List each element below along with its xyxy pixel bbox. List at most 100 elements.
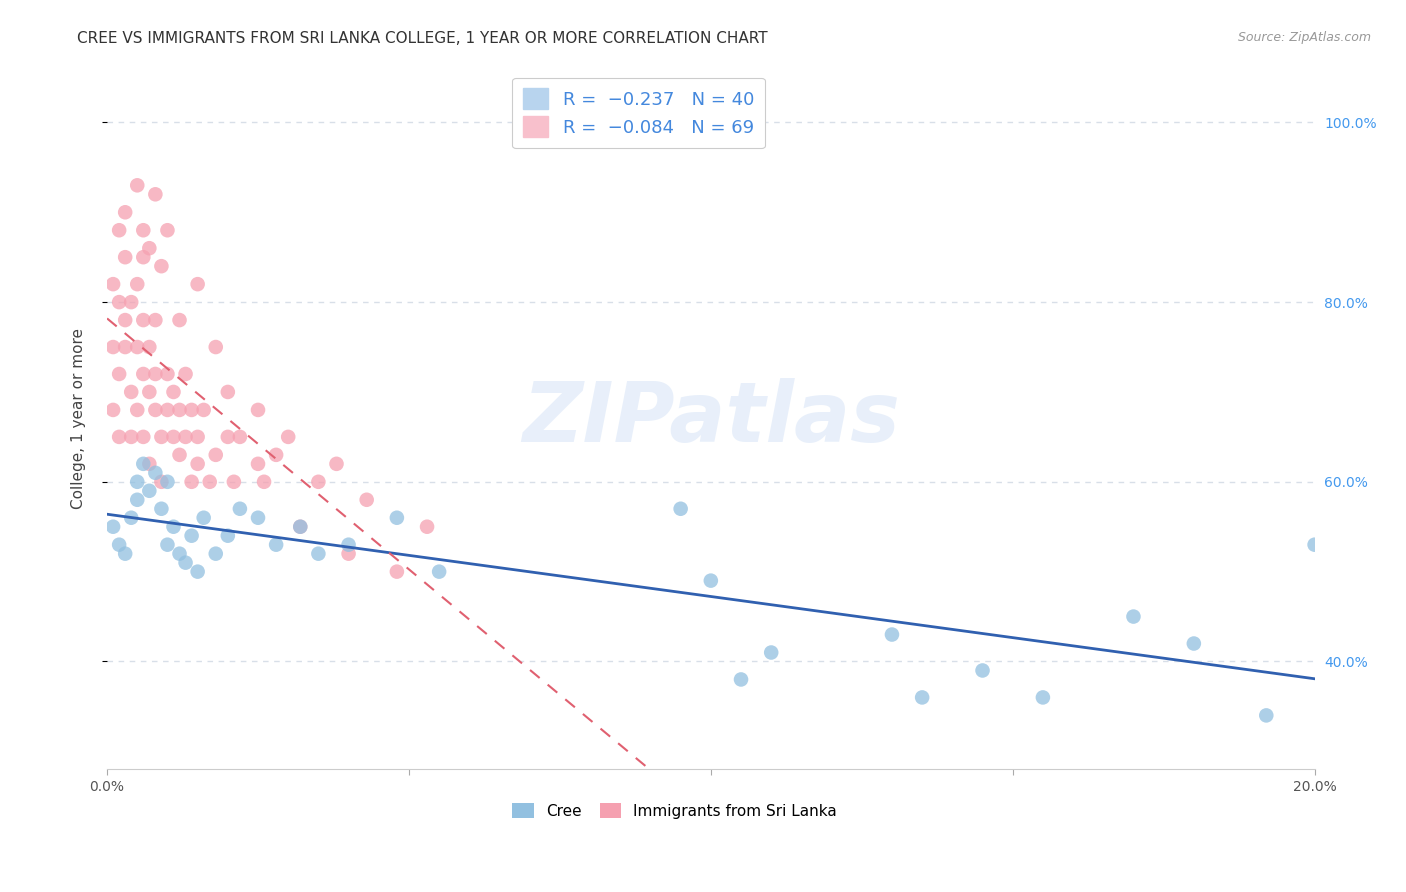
Point xyxy=(1032,690,1054,705)
Point xyxy=(180,403,202,417)
Point xyxy=(204,448,226,462)
Point xyxy=(247,510,270,524)
Point xyxy=(156,475,179,489)
Point xyxy=(127,340,149,354)
Point xyxy=(132,313,155,327)
Point xyxy=(911,690,934,705)
Point xyxy=(162,384,184,399)
Point xyxy=(132,367,155,381)
Point xyxy=(198,475,221,489)
Point xyxy=(174,556,197,570)
Point xyxy=(277,430,299,444)
Point xyxy=(120,510,142,524)
Point xyxy=(145,403,167,417)
Point xyxy=(730,673,752,687)
Point xyxy=(150,501,173,516)
Point xyxy=(385,565,408,579)
Point xyxy=(217,430,239,444)
Point xyxy=(108,538,131,552)
Point xyxy=(120,295,142,310)
Point xyxy=(114,547,136,561)
Point xyxy=(138,384,160,399)
Point xyxy=(132,223,155,237)
Point xyxy=(337,538,360,552)
Point xyxy=(187,430,209,444)
Point xyxy=(290,519,312,533)
Point xyxy=(1303,538,1326,552)
Point xyxy=(187,565,209,579)
Point xyxy=(880,627,903,641)
Point xyxy=(150,430,173,444)
Point xyxy=(700,574,723,588)
Point xyxy=(138,483,160,498)
Point xyxy=(669,501,692,516)
Point xyxy=(156,367,179,381)
Point xyxy=(325,457,347,471)
Point xyxy=(1256,708,1278,723)
Point xyxy=(138,457,160,471)
Point xyxy=(145,313,167,327)
Point xyxy=(150,475,173,489)
Point xyxy=(1182,636,1205,650)
Point xyxy=(108,223,131,237)
Point xyxy=(217,384,239,399)
Point xyxy=(356,492,378,507)
Point xyxy=(174,367,197,381)
Y-axis label: College, 1 year or more: College, 1 year or more xyxy=(72,328,86,509)
Point xyxy=(145,187,167,202)
Point xyxy=(156,538,179,552)
Point xyxy=(169,313,191,327)
Point xyxy=(761,646,783,660)
Point xyxy=(101,277,124,292)
Point xyxy=(290,519,312,533)
Point xyxy=(101,519,124,533)
Point xyxy=(193,510,215,524)
Point xyxy=(132,250,155,264)
Point xyxy=(127,403,149,417)
Point xyxy=(120,384,142,399)
Point xyxy=(247,403,270,417)
Point xyxy=(416,519,439,533)
Point xyxy=(127,277,149,292)
Point xyxy=(156,403,179,417)
Point xyxy=(132,457,155,471)
Point xyxy=(264,538,287,552)
Point xyxy=(156,223,179,237)
Point xyxy=(204,547,226,561)
Point xyxy=(162,430,184,444)
Point xyxy=(180,475,202,489)
Point xyxy=(187,457,209,471)
Point xyxy=(108,295,131,310)
Point xyxy=(162,519,184,533)
Point xyxy=(169,547,191,561)
Point xyxy=(307,547,329,561)
Point xyxy=(229,430,252,444)
Point xyxy=(145,466,167,480)
Point xyxy=(114,205,136,219)
Point xyxy=(169,403,191,417)
Point xyxy=(307,475,329,489)
Point xyxy=(180,529,202,543)
Point xyxy=(108,430,131,444)
Point xyxy=(229,501,252,516)
Point xyxy=(217,529,239,543)
Point xyxy=(114,250,136,264)
Point xyxy=(1122,609,1144,624)
Point xyxy=(204,340,226,354)
Point xyxy=(145,367,167,381)
Point xyxy=(101,403,124,417)
Point xyxy=(127,178,149,193)
Point xyxy=(222,475,245,489)
Point xyxy=(427,565,450,579)
Point xyxy=(127,475,149,489)
Point xyxy=(150,259,173,273)
Point xyxy=(101,340,124,354)
Point xyxy=(174,430,197,444)
Point xyxy=(247,457,270,471)
Point xyxy=(132,430,155,444)
Text: CREE VS IMMIGRANTS FROM SRI LANKA COLLEGE, 1 YEAR OR MORE CORRELATION CHART: CREE VS IMMIGRANTS FROM SRI LANKA COLLEG… xyxy=(77,31,768,46)
Point xyxy=(127,492,149,507)
Point xyxy=(264,448,287,462)
Point xyxy=(972,664,994,678)
Point xyxy=(193,403,215,417)
